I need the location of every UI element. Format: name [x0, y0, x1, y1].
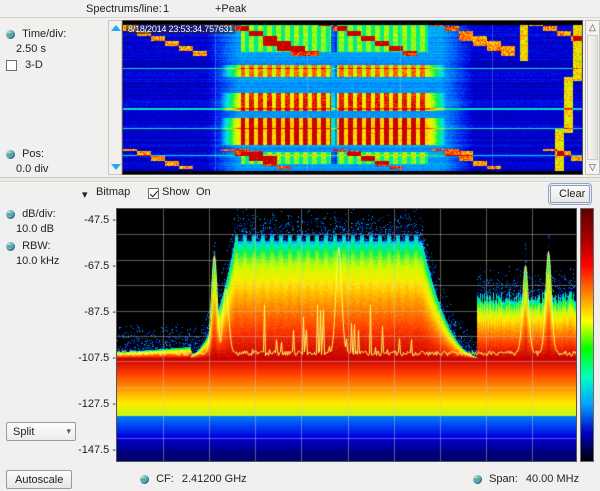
time-per-div-value[interactable]: 2.50 s [16, 43, 46, 55]
persistence-state-label[interactable]: On [196, 186, 211, 198]
chevron-down-icon[interactable]: ▾ [82, 189, 88, 201]
waterfall-toolbar: Spectrums/line: 1 +Peak [0, 0, 600, 18]
center-frequency-value[interactable]: 2.41200 GHz [181, 473, 247, 485]
triangle-down-marker[interactable] [111, 164, 121, 170]
rbw-value[interactable]: 10.0 kHz [16, 255, 60, 267]
waterfall-plot[interactable]: 8/18/2014 23:53:34.757631 [122, 20, 583, 175]
waterfall-canvas[interactable] [123, 21, 582, 174]
scrollbar-thumb[interactable] [587, 35, 598, 160]
density-colorbar [580, 208, 594, 462]
bitmap-label[interactable]: Bitmap [96, 186, 131, 198]
position-value[interactable]: 0.0 div [16, 163, 49, 175]
y-axis-tick: -147.5 - [78, 444, 116, 457]
three-d-label: 3-D [25, 59, 43, 71]
split-mode-value: Split [13, 425, 35, 438]
spectrums-per-line-label: Spectrums/line: [86, 3, 162, 15]
spectrum-plot[interactable] [116, 208, 577, 462]
y-axis-tick: -127.5 - [78, 398, 116, 411]
split-mode-select[interactable]: Split ▾ [6, 422, 76, 441]
db-per-div-value[interactable]: 10.0 dB [16, 223, 54, 235]
db-per-div-label: dB/div: [22, 208, 56, 220]
globe-icon [6, 29, 15, 39]
three-d-checkbox-row[interactable]: 3-D [6, 59, 43, 71]
spectrums-per-line-value[interactable]: 1 [163, 3, 170, 15]
autoscale-button[interactable]: Autoscale [6, 470, 72, 489]
db-per-div-control[interactable]: dB/div: [6, 208, 56, 220]
show-checkbox-row[interactable] [148, 187, 159, 199]
cf-control[interactable]: CF: 2.41200 GHz [140, 473, 247, 485]
rbw-control[interactable]: RBW: [6, 240, 51, 252]
span-label: Span: [489, 473, 518, 485]
waterfall-controls-panel: Time/div: 2.50 s 3-D Pos: 0.0 div [0, 18, 108, 175]
y-axis-tick: -67.5 - [84, 259, 116, 272]
bottom-status-bar: Autoscale CF: 2.41200 GHz Span: 40.00 MH… [0, 466, 600, 491]
span-control[interactable]: Span: 40.00 MHz [473, 473, 579, 485]
spectrum-options-bar: ▾ Bitmap Show On Clear [0, 183, 600, 205]
position-control[interactable]: Pos: [6, 148, 44, 160]
spectrum-canvas[interactable] [117, 209, 576, 461]
waterfall-timestamp: 8/18/2014 23:53:34.757631 [126, 24, 236, 34]
chevron-down-icon[interactable]: ▽ [589, 162, 596, 172]
globe-icon [6, 209, 15, 219]
rbw-label: RBW: [22, 240, 51, 252]
globe-icon [6, 149, 15, 159]
panel-divider[interactable] [0, 177, 600, 182]
time-per-div-control[interactable]: Time/div: [6, 28, 66, 40]
time-per-div-label: Time/div: [22, 28, 67, 40]
spectrum-controls-panel: dB/div: 10.0 dB RBW: 10.0 kHz Split ▾ [0, 204, 108, 464]
y-axis-tick: -107.5 - [78, 352, 116, 365]
spectrum-y-axis: -47.5 - -67.5 - -87.5 - -107.5 - -127.5 - -14… [58, 204, 116, 466]
waterfall-scrollbar[interactable]: △ ▽ [585, 20, 600, 175]
y-axis-tick: -87.5 - [84, 305, 116, 318]
clear-button[interactable]: Clear [548, 183, 592, 205]
globe-icon [473, 474, 482, 484]
show-label: Show [162, 186, 190, 198]
three-d-checkbox[interactable] [6, 59, 17, 71]
globe-icon [6, 241, 15, 251]
detector-mode-label[interactable]: +Peak [215, 3, 247, 15]
span-value[interactable]: 40.00 MHz [525, 473, 580, 485]
waterfall-display-area: 8/18/2014 23:53:34.757631 △ ▽ [108, 20, 600, 175]
position-label: Pos: [22, 148, 45, 160]
y-axis-tick: -47.5 - [84, 213, 116, 226]
center-frequency-label: CF: [156, 473, 174, 485]
show-checkbox[interactable] [148, 187, 159, 199]
waterfall-position-slider[interactable] [108, 20, 122, 175]
chevron-down-icon: ▾ [66, 426, 71, 436]
chevron-up-icon[interactable]: △ [589, 22, 596, 32]
triangle-up-marker[interactable] [111, 25, 121, 31]
globe-icon [140, 474, 149, 484]
